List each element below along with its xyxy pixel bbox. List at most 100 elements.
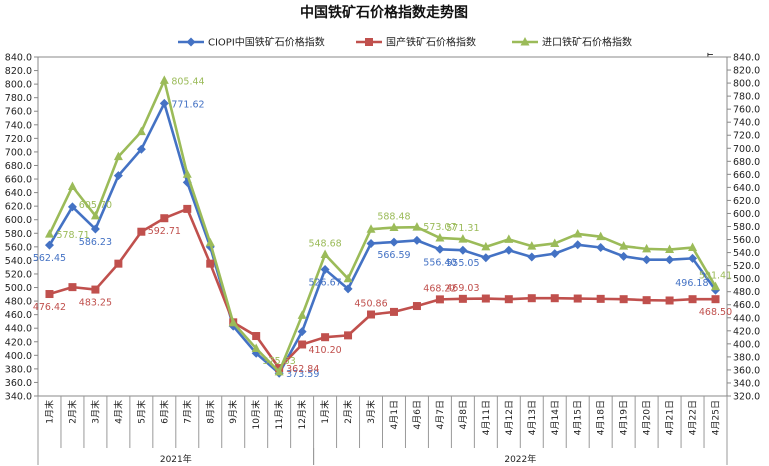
legend: CIOPI中国铁矿石价格指数 国产铁矿石价格指数 进口铁矿石价格指数 [178, 36, 632, 49]
right-tick-label: 540.0 [733, 248, 760, 259]
data-point [527, 294, 536, 303]
data-label: 410.20 [308, 345, 341, 356]
legend-item-0: CIOPI中国铁矿石价格指数 [178, 36, 325, 49]
data-point [113, 171, 123, 181]
data-point [389, 237, 399, 247]
category-label: 4月7日 [435, 400, 446, 429]
data-point [688, 295, 697, 304]
left-tick-label: 840.0 [5, 53, 32, 64]
left-tick-label: 820.0 [5, 66, 32, 77]
category-label: 4月19日 [619, 400, 630, 435]
right-tick-label: 560.0 [733, 235, 760, 246]
right-tick-label: 600.0 [733, 209, 760, 220]
right-tick-label: 760.0 [733, 105, 760, 116]
category-label: 9月末 [227, 400, 239, 424]
category-label: 11月末 [273, 400, 285, 429]
plot-area [37, 56, 728, 397]
data-point [344, 331, 353, 340]
data-label: 566.59 [377, 250, 410, 261]
data-point [113, 151, 123, 161]
data-point [343, 273, 353, 283]
data-label: 556.40 [423, 257, 456, 268]
chart-title: 中国铁矿石价格指数走势图 [300, 4, 468, 21]
legend-label: 进口铁矿石价格指数 [542, 36, 632, 49]
data-point [642, 296, 651, 305]
right-tick-label: 480.0 [733, 287, 760, 298]
legend-item-2: 进口铁矿石价格指数 [512, 36, 632, 49]
data-label: 375.63 [263, 356, 296, 367]
data-label: 805.44 [171, 76, 204, 87]
data-label: 588.48 [377, 212, 410, 223]
right-tick-label: 720.0 [733, 131, 760, 142]
data-point [504, 234, 514, 243]
left-tick-label: 600.0 [5, 215, 32, 226]
data-label: 771.62 [171, 99, 204, 110]
left-tick-label: 500.0 [5, 283, 32, 294]
data-label: 362.84 [286, 364, 319, 375]
data-point [435, 244, 445, 254]
x-axis: 1月末 2月末 3月末 4月末 5月末 6月末 7月末 8月末 9月末 10月末 11月末 12月末 1… [37, 396, 728, 465]
left-tick-label: 780.0 [5, 93, 32, 104]
data-point [205, 237, 215, 247]
left-tick-label: 720.0 [5, 134, 32, 145]
category-label: 6月末 [158, 400, 170, 424]
right-tick-label: 660.0 [733, 170, 760, 181]
data-point [573, 240, 583, 250]
data-point [642, 255, 652, 265]
category-label: 8月末 [204, 400, 216, 424]
left-tick-label: 800.0 [5, 80, 32, 91]
data-point [711, 281, 721, 291]
data-point [596, 231, 606, 241]
category-label: 12月末 [296, 400, 308, 429]
legend-label: 国产铁矿石价格指数 [386, 36, 476, 49]
right-tick-label: 620.0 [733, 196, 760, 207]
category-label: 4月18日 [596, 400, 607, 435]
data-point [159, 75, 169, 84]
data-point [44, 240, 54, 250]
right-tick-label: 820.0 [733, 66, 760, 77]
data-point [320, 249, 330, 259]
category-label: 4月11日 [481, 400, 492, 435]
left-y-axis: 340.0 360.0 380.0 400.0 420.0 440.0 460.0 480.0… [5, 53, 38, 403]
data-label: 373.59 [286, 369, 319, 380]
data-point [136, 126, 146, 136]
data-point [665, 255, 675, 265]
data-point [91, 285, 100, 294]
data-point [412, 235, 422, 245]
data-point [45, 290, 54, 299]
data-point [366, 224, 376, 233]
legend-label: CIOPI中国铁矿石价格指数 [208, 36, 325, 49]
data-point [688, 242, 698, 252]
data-point [458, 234, 468, 243]
data-label: 578.71 [56, 230, 89, 241]
data-point [67, 181, 77, 190]
data-label: 468.50 [699, 307, 732, 318]
data-point [481, 241, 491, 251]
left-tick-label: 760.0 [5, 107, 32, 118]
data-label: 468.22 [423, 283, 456, 294]
left-tick-label: 520.0 [5, 269, 32, 280]
data-label: 469.03 [446, 283, 479, 294]
category-label: 7月末 [181, 400, 193, 424]
legend-item-1: 国产铁矿石价格指数 [356, 36, 476, 49]
left-tick-label: 420.0 [5, 337, 32, 348]
year-group-label: 2021年 [160, 453, 192, 465]
left-tick-label: 440.0 [5, 324, 32, 335]
right-tick-label: 740.0 [733, 118, 760, 129]
right-tick-label: 380.0 [733, 352, 760, 363]
data-point [343, 284, 353, 294]
series-1 [45, 204, 720, 373]
right-tick-label: 440.0 [733, 313, 760, 324]
right-tick-label: 320.0 [733, 392, 760, 403]
data-point [550, 294, 559, 303]
data-point [68, 283, 77, 292]
data-labels: 562.45 586.23 771.62 373.59 526.67 566.59 556.… [33, 76, 732, 380]
category-label: 5月末 [135, 400, 147, 424]
data-point [550, 238, 560, 247]
data-point [596, 243, 606, 253]
data-label: 573.07 [423, 222, 456, 233]
right-tick-label: 420.0 [733, 326, 760, 337]
left-tick-label: 660.0 [5, 175, 32, 186]
data-point [412, 222, 422, 231]
data-label: 483.25 [79, 298, 112, 309]
